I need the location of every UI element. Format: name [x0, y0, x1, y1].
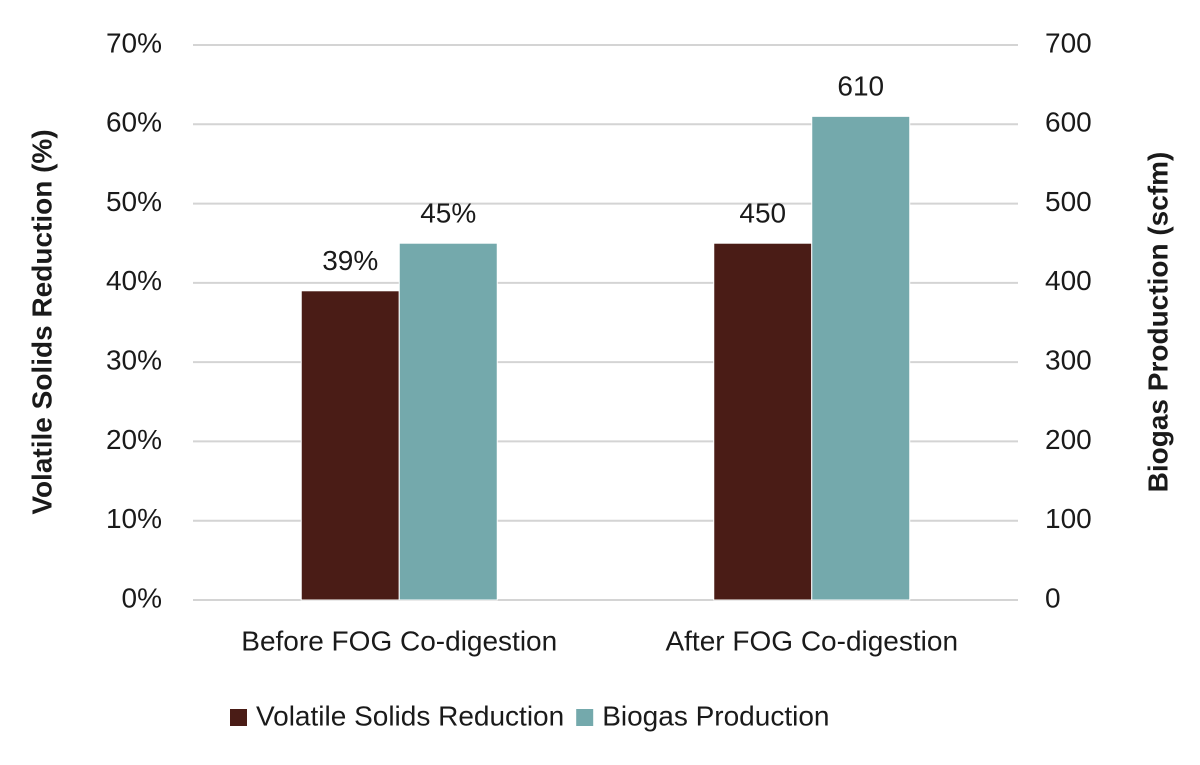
y2-tick-label: 0: [1045, 582, 1061, 613]
y-tick-label: 60%: [106, 107, 162, 138]
y-tick-label: 50%: [106, 186, 162, 217]
y-tick-label: 20%: [106, 424, 162, 455]
bar: [811, 115, 911, 601]
y-tick-label: 0%: [122, 582, 162, 613]
legend-label: Biogas Production: [602, 700, 829, 731]
y-tick-label: 70%: [106, 27, 162, 58]
data-label: 610: [837, 71, 884, 102]
data-label: 39%: [322, 245, 378, 276]
data-label: 450: [739, 198, 786, 229]
legend-swatch: [576, 709, 594, 726]
y-axis-title: Volatile Solids Reduction (%): [26, 129, 57, 514]
x-tick-label: Before FOG Co-digestion: [241, 625, 557, 656]
y2-tick-label: 400: [1045, 265, 1092, 296]
legend-swatch: [230, 709, 247, 726]
bar: [300, 290, 400, 601]
y-tick-label: 30%: [106, 345, 162, 376]
y2-tick-label: 500: [1045, 186, 1092, 217]
y-tick-label: 10%: [106, 503, 162, 534]
legend-label: Volatile Solids Reduction: [256, 700, 564, 731]
y2-tick-label: 300: [1045, 345, 1092, 376]
y2-tick-label: 700: [1045, 27, 1092, 58]
y2-tick-label: 100: [1045, 503, 1092, 534]
y2-tick-label: 200: [1045, 424, 1092, 455]
bar: [713, 242, 813, 601]
y2-tick-label: 600: [1045, 107, 1092, 138]
y-tick-label: 40%: [106, 265, 162, 296]
data-label: 45%: [420, 198, 476, 229]
y2-axis-title: Biogas Production (scfm): [1142, 152, 1173, 493]
x-tick-label: After FOG Co-digestion: [665, 625, 958, 656]
bar: [398, 242, 498, 601]
